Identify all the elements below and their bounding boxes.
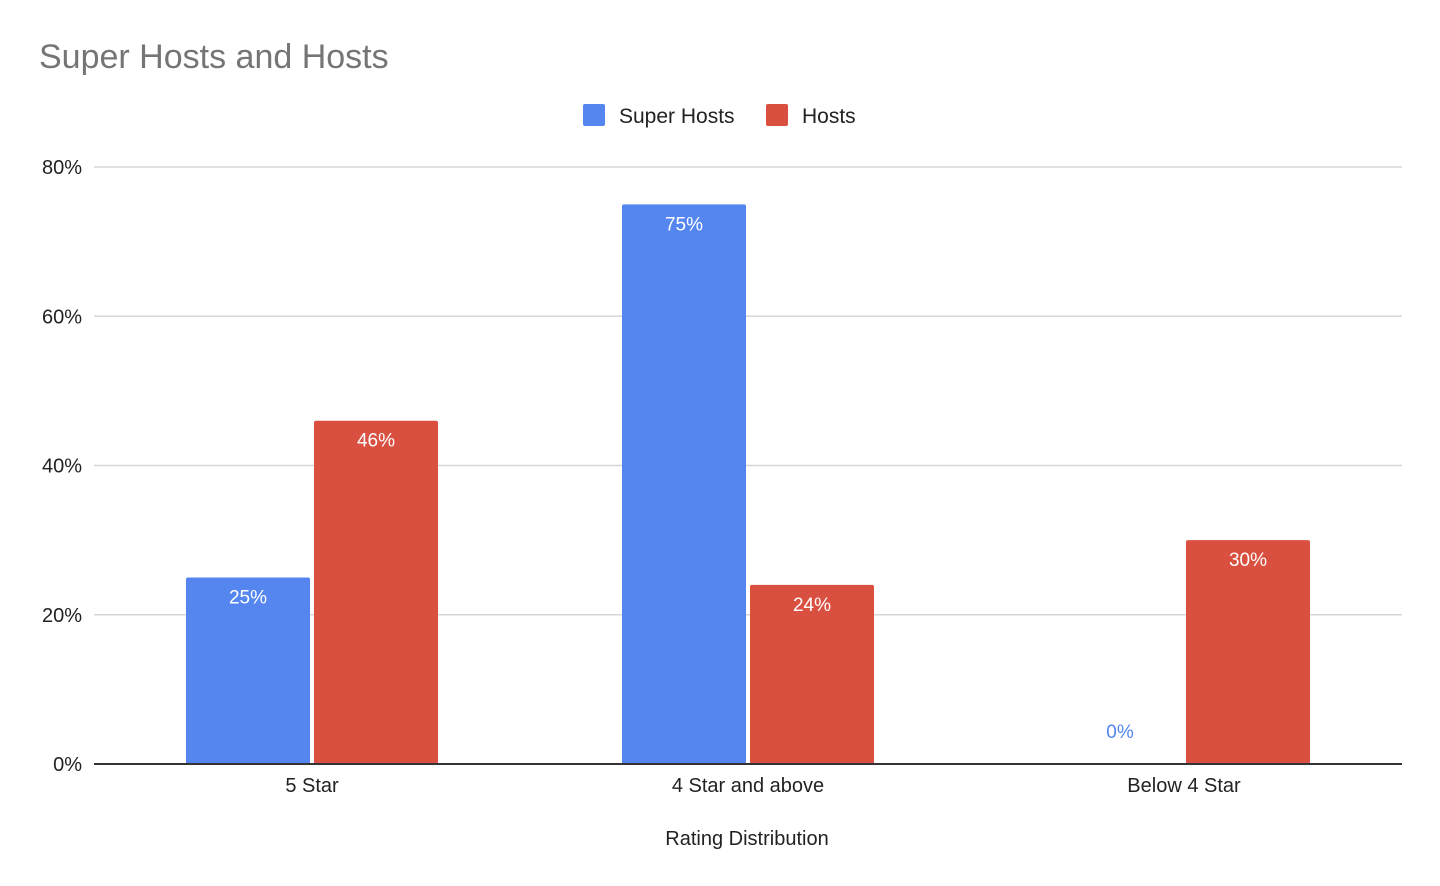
data-labels: 25% 46% 75% 24% 0% 30%	[229, 214, 1267, 743]
data-label: 75%	[665, 214, 703, 235]
x-tick-label: 5 Star	[285, 775, 339, 797]
gridlines	[94, 166, 1402, 616]
bars	[186, 204, 1310, 764]
y-tick-label: 60%	[42, 306, 82, 328]
data-label: 0%	[1106, 722, 1134, 743]
data-label: 25%	[229, 587, 267, 608]
legend: Super Hosts Hosts	[583, 104, 856, 128]
bar-super-hosts[interactable]	[622, 204, 746, 764]
bar-hosts[interactable]	[1186, 540, 1310, 764]
x-tick-label: 4 Star and above	[672, 775, 824, 797]
legend-swatch	[766, 104, 788, 126]
bar-super-hosts[interactable]	[186, 577, 310, 764]
bar-hosts[interactable]	[314, 420, 438, 764]
x-axis-title: Rating Distribution	[665, 828, 828, 850]
y-tick-label: 20%	[42, 605, 82, 627]
y-tick-label: 80%	[42, 157, 82, 179]
data-label: 24%	[793, 595, 831, 616]
legend-swatch	[583, 104, 605, 126]
y-tick-label: 40%	[42, 456, 82, 478]
chart-title: Super Hosts and Hosts	[39, 38, 389, 76]
legend-label: Hosts	[802, 105, 856, 128]
y-tick-label: 0%	[53, 754, 82, 776]
x-tick-label: Below 4 Star	[1127, 775, 1241, 797]
x-axis-ticks: 5 Star 4 Star and above Below 4 Star	[285, 775, 1241, 797]
legend-label: Super Hosts	[619, 105, 735, 128]
y-axis-ticks: 0% 20% 40% 60% 80%	[42, 157, 82, 776]
bar-hosts[interactable]	[750, 584, 874, 764]
data-label: 46%	[357, 431, 395, 452]
data-label: 30%	[1229, 550, 1267, 571]
